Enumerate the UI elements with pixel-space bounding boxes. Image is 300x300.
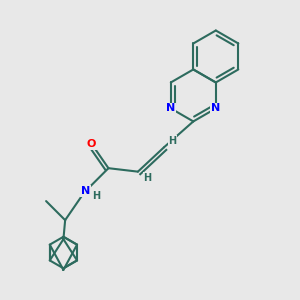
Text: H: H xyxy=(92,191,101,201)
Text: N: N xyxy=(166,103,176,113)
Text: O: O xyxy=(86,139,96,149)
Text: N: N xyxy=(211,103,220,113)
Text: N: N xyxy=(81,186,91,196)
Text: H: H xyxy=(143,173,152,183)
Text: H: H xyxy=(169,136,177,146)
